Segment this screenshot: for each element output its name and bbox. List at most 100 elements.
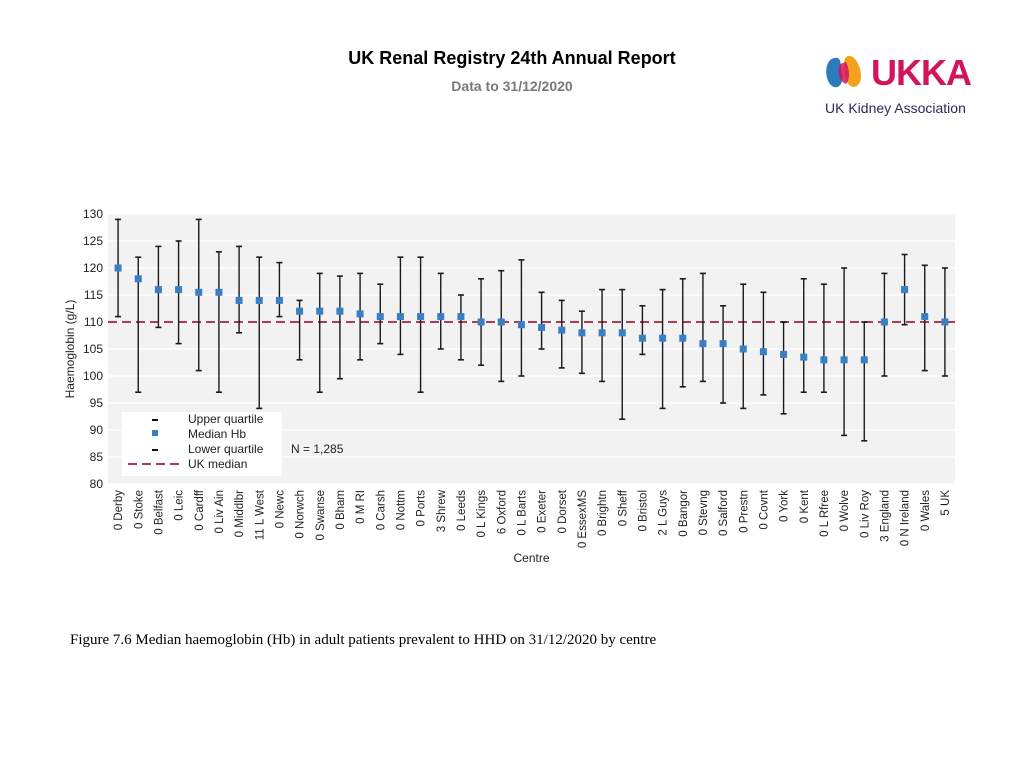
x-tick-label: 0 Swanse — [315, 490, 327, 541]
median-point — [154, 286, 162, 294]
x-tick-label: 5 UK — [940, 490, 952, 516]
y-tick-label: 130 — [83, 207, 103, 221]
median-point — [578, 329, 586, 337]
x-tick-label: 0 Belfast — [153, 489, 165, 535]
x-tick-label: 0 Wolve — [839, 490, 851, 531]
x-tick-label: 0 Wales — [920, 490, 932, 531]
y-tick-label: 105 — [83, 342, 103, 356]
y-tick-label: 85 — [90, 450, 104, 464]
x-tick-label: 0 Exeter — [537, 490, 549, 533]
y-axis-label: Haemoglobin (g/L) — [63, 300, 77, 399]
median-point — [719, 340, 727, 348]
y-tick-label: 80 — [90, 477, 104, 491]
legend-median-swatch — [152, 430, 158, 436]
median-point — [679, 334, 687, 342]
legend-median-label: Median Hb — [188, 427, 246, 441]
median-point — [275, 296, 283, 304]
x-tick-label: 0 Middlbr — [234, 490, 246, 537]
x-tick-label: 0 Bangor — [678, 490, 690, 537]
figure-caption: Figure 7.6 Median haemoglobin (Hb) in ad… — [70, 632, 657, 648]
median-point — [517, 321, 525, 329]
x-tick-label: 0 Dorset — [557, 489, 569, 533]
median-point — [921, 313, 929, 321]
x-tick-label: 0 York — [779, 490, 791, 522]
x-tick-label: 0 Prestn — [738, 490, 750, 533]
x-tick-label: 0 Brightn — [597, 490, 609, 536]
median-point — [235, 296, 243, 304]
x-tick-label: 3 England — [879, 490, 891, 542]
median-point — [598, 329, 606, 337]
x-tick-label: 0 Bham — [335, 490, 347, 530]
x-tick-label: 0 Covnt — [758, 489, 770, 529]
report-subtitle: Data to 31/12/2020 — [451, 78, 573, 94]
logo-bean-blue — [826, 57, 843, 88]
median-point — [860, 356, 868, 364]
median-point — [336, 307, 344, 315]
ukka-logo-icon — [826, 55, 862, 88]
median-point — [376, 313, 384, 321]
x-tick-label: 0 Ports — [416, 490, 428, 527]
x-tick-label: 0 Newc — [274, 490, 286, 529]
x-tick-label: 0 Leeds — [456, 490, 468, 531]
x-tick-label: 0 Derby — [113, 490, 125, 531]
x-tick-label: 11 L West — [254, 489, 266, 540]
median-point — [255, 296, 263, 304]
x-tick-label: 0 Norwch — [295, 490, 307, 539]
median-point — [437, 313, 445, 321]
median-point — [134, 275, 142, 283]
median-point — [497, 318, 505, 326]
median-point — [417, 313, 425, 321]
x-tick-label: 0 Stoke — [133, 490, 145, 529]
median-point — [457, 313, 465, 321]
x-tick-label: 0 L Barts — [516, 490, 528, 536]
median-point — [558, 326, 566, 334]
x-tick-label: 0 Cardff — [194, 489, 206, 531]
report-title: UK Renal Registry 24th Annual Report — [348, 48, 676, 68]
logo-subtitle: UK Kidney Association — [825, 100, 966, 116]
x-tick-label: 0 Liv Roy — [859, 490, 871, 538]
x-tick-label: 0 Stevng — [698, 490, 710, 535]
x-tick-label: 2 L Guys — [658, 490, 670, 536]
median-point — [840, 356, 848, 364]
median-point — [477, 318, 485, 326]
y-tick-label: 120 — [83, 261, 103, 275]
y-tick-label: 125 — [83, 234, 103, 248]
n-annotation: N = 1,285 — [291, 442, 344, 456]
y-tick-label: 95 — [90, 396, 104, 410]
y-tick-label: 110 — [84, 315, 103, 329]
median-point — [820, 356, 828, 364]
median-point — [638, 334, 646, 342]
median-point — [618, 329, 626, 337]
median-point — [800, 353, 808, 361]
median-point — [215, 288, 223, 296]
median-point — [699, 340, 707, 348]
median-point — [739, 345, 747, 353]
median-point — [538, 323, 546, 331]
median-point — [941, 318, 949, 326]
x-tick-label: 0 M RI — [355, 490, 367, 524]
x-axis-label: Centre — [513, 551, 549, 565]
median-point — [175, 286, 183, 294]
logo-wordmark: UKKA — [871, 52, 972, 93]
x-tick-label: 3 Shrew — [436, 489, 448, 532]
y-tick-label: 115 — [84, 288, 103, 302]
median-point — [759, 348, 767, 356]
median-point — [316, 307, 324, 315]
x-tick-label: 6 Oxford — [496, 490, 508, 534]
x-tick-label: 0 Sheff — [617, 489, 629, 526]
median-point — [195, 288, 203, 296]
legend-box — [122, 412, 282, 476]
x-tick-label: 0 Salford — [718, 490, 730, 536]
median-point — [114, 264, 122, 272]
median-point — [396, 313, 404, 321]
y-tick-label: 100 — [83, 369, 103, 383]
haemoglobin-chart: 80 85 90 95 100 105 110 115 120 125 130 Haemoglobin… — [63, 207, 955, 565]
median-point — [780, 350, 788, 358]
median-point — [880, 318, 888, 326]
legend-lower-label: Lower quartile — [188, 442, 264, 456]
y-tick-label: 90 — [90, 423, 104, 437]
x-tick-label: 0 EssexMS — [577, 490, 589, 548]
legend-uk-median-label: UK median — [188, 457, 247, 471]
median-point — [659, 334, 667, 342]
median-point — [296, 307, 304, 315]
